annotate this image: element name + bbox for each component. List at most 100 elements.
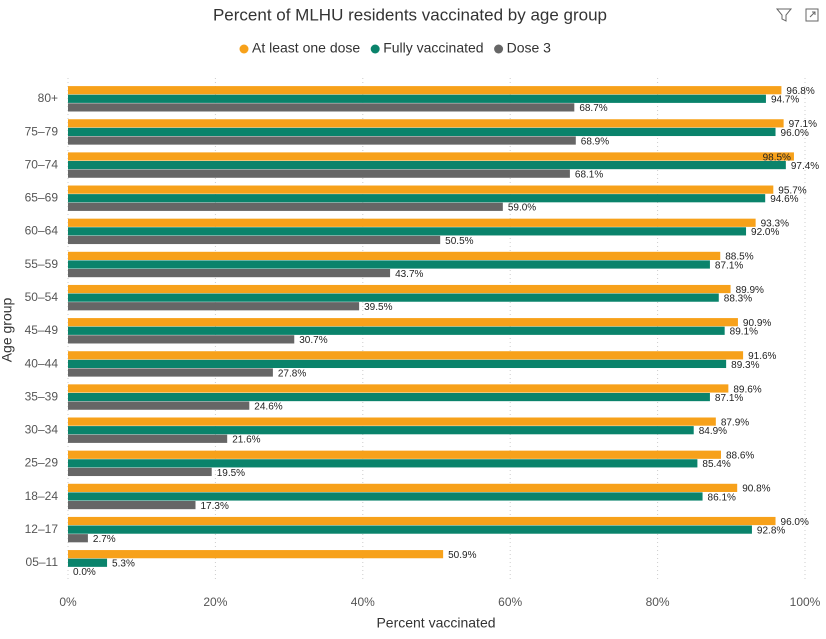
focus-mode-icon[interactable] [805,8,819,22]
y-tick-label: 60–64 [25,224,59,238]
y-tick-label: 70–74 [25,157,59,171]
legend-marker [370,44,380,54]
bar [68,160,786,170]
value-label: 43.7% [395,269,423,280]
bar [68,94,766,103]
y-tick-label: 18–24 [25,489,59,503]
value-label: 19.5% [217,468,245,479]
bar [68,483,738,492]
bar [68,318,738,327]
value-label: 95.7% [778,185,806,196]
y-tick-label: 50–54 [25,290,59,304]
bar [68,293,719,302]
bar [68,269,391,278]
bar [68,127,776,137]
bar [68,500,196,510]
value-label: 68.1% [575,170,603,181]
bar [68,401,250,410]
value-label: 27.8% [278,368,306,379]
bar [68,185,774,194]
value-label: 86.1% [708,492,736,503]
bar [68,359,727,369]
x-axis-title: Percent vaccinated [376,615,495,631]
value-label: 91.6% [748,351,776,362]
bar [68,227,747,236]
value-label: 88.5% [725,252,753,263]
x-tick-label: 20% [203,595,227,609]
bar [68,251,721,260]
value-label: 92.8% [757,525,785,536]
value-label: 5.3% [112,559,135,570]
bar [68,103,575,112]
value-label: 30.7% [299,335,327,346]
bar [68,335,295,344]
value-label: 17.3% [201,501,229,512]
y-tick-label: 30–34 [25,423,59,437]
bar [68,351,744,360]
y-tick-label: 80+ [38,91,58,105]
chart-title: Percent of MLHU residents vaccinated by … [213,5,607,24]
bar [68,426,694,435]
filter-icon[interactable] [775,8,793,22]
legend-marker [239,44,249,54]
bar [68,467,212,477]
value-label: 89.6% [733,384,761,395]
y-tick-label: 75–79 [25,124,59,138]
value-label: 39.5% [364,302,392,313]
bar [68,434,228,443]
legend-label: Dose 3 [507,40,552,56]
x-tick-label: 0% [59,595,77,609]
legend-label: Fully vaccinated [383,40,483,56]
y-tick-label: 05–11 [26,555,59,569]
value-label: 68.7% [579,103,607,114]
value-label: 93.3% [761,219,789,230]
value-label: 88.6% [726,451,754,462]
value-label: 97.1% [789,119,817,130]
x-tick-label: 40% [351,595,375,609]
bar [68,534,88,543]
value-label: 96.8% [786,86,814,97]
value-label: 50.9% [448,550,476,561]
value-label: 68.9% [581,136,609,147]
value-label: 94.6% [770,194,798,205]
bar [68,260,710,269]
bar [68,86,782,95]
value-label: 87.1% [715,260,743,271]
bar [68,152,794,161]
value-label: 89.1% [730,327,758,338]
bar [68,194,766,203]
value-label: 89.9% [736,285,764,296]
y-tick-label: 40–44 [25,356,59,370]
value-label: 94.7% [771,95,799,106]
bar [68,450,721,459]
value-label: 90.8% [742,484,770,495]
value-label: 96.0% [781,517,809,528]
y-tick-label: 65–69 [25,191,59,205]
value-label: 85.4% [702,459,730,470]
legend-label: At least one dose [252,40,360,56]
value-label: 88.3% [724,293,752,304]
value-label: 90.9% [743,318,771,329]
value-label: 96.0% [781,128,809,139]
bar [68,525,752,534]
bar [68,550,444,559]
value-label: 97.4% [791,161,819,172]
bar [68,169,570,178]
bar [68,218,756,227]
bar [68,235,441,245]
bar [68,516,776,526]
bar [68,417,716,426]
value-label: 84.9% [699,426,727,437]
legend-marker [494,44,504,54]
bar [68,558,108,567]
y-tick-label: 35–39 [25,389,59,403]
value-label: 87.1% [715,393,743,404]
bar [68,384,729,393]
value-label: 59.0% [508,203,536,214]
y-axis-title: Age group [0,297,15,362]
value-label: 87.9% [721,417,749,428]
y-tick-label: 55–59 [25,257,59,271]
y-tick-label: 45–49 [25,323,59,337]
value-label: 2.7% [93,534,116,545]
